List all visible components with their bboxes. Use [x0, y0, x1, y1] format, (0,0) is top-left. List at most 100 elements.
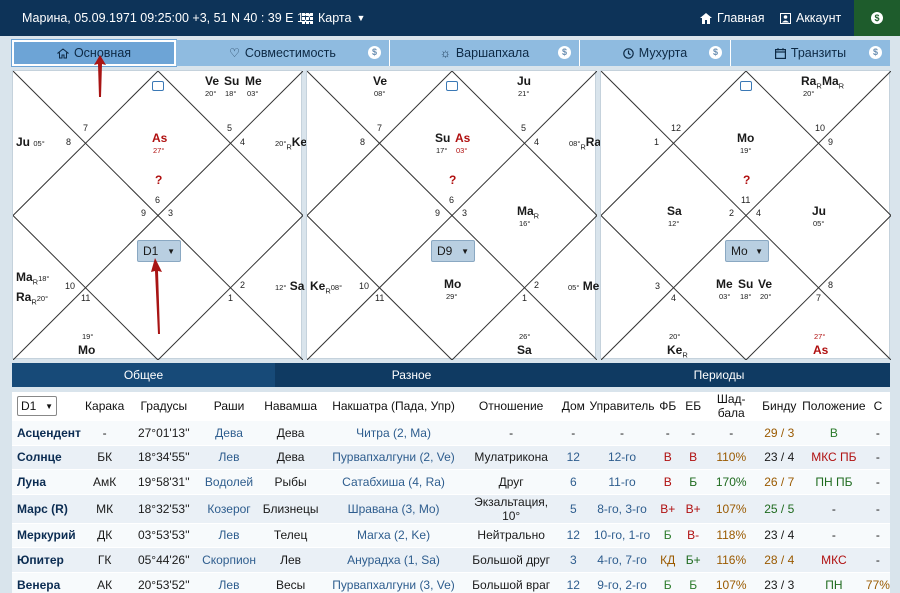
karta-menu[interactable]: Карта ▼	[302, 11, 365, 25]
planet-rahu: 08°RRa	[569, 135, 602, 152]
row-fb: В	[654, 444, 681, 470]
row-house[interactable]: 12	[557, 444, 590, 470]
calendar-icon	[774, 47, 786, 59]
row-degree: 18°32'53''	[128, 493, 200, 523]
planet-saturn: Sa	[667, 204, 682, 218]
table-row[interactable]: Юпитер ГК 05°44'26'' Скорпион Лев Анурад…	[12, 547, 890, 572]
house-number: 3	[655, 281, 661, 291]
row-eb: В	[680, 444, 706, 470]
chart-select-d1[interactable]: D1 ▼	[137, 240, 181, 262]
house-number: 10	[359, 281, 370, 291]
column-header: Карака	[85, 399, 125, 413]
tab-compatibility[interactable]: ♡ Совместимость $	[176, 40, 390, 66]
row-c: -	[865, 420, 890, 445]
chart-moon: RaR 20° MaR Mo 19° ? Sa 12° Ju 05° Me 03…	[600, 70, 891, 360]
row-fb: -	[654, 420, 681, 445]
row-house[interactable]: 5	[557, 493, 590, 523]
row-relation: Друг	[464, 469, 558, 494]
table-row[interactable]: Меркурий ДК 03°53'53'' Лев Телец Магха (…	[12, 522, 890, 548]
row-nakshatra[interactable]: Магха (2, Ke)	[322, 522, 465, 548]
ascendant-degree: 03°	[456, 146, 468, 155]
row-lord[interactable]: 9-го, 2-го	[589, 571, 655, 593]
row-c: -	[865, 469, 890, 494]
planet-venus: Ve	[205, 74, 220, 88]
table-row[interactable]: Асцендент - 27°01'13'' Дева Дева Читра (…	[12, 420, 890, 445]
row-degree: 20°53'52''	[128, 571, 200, 593]
row-shadbala: 170%	[705, 469, 757, 494]
tab-transits[interactable]: Транзиты $	[731, 40, 890, 66]
chevron-down-icon: ▼	[755, 246, 763, 256]
row-rashi[interactable]: Дева	[199, 420, 259, 445]
row-karaka: ГК	[80, 547, 129, 572]
table-row[interactable]: Солнце БК 18°34'55'' Лев Дева Пурвапхалг…	[12, 444, 890, 470]
table-varga-select[interactable]: D1 ▼	[17, 396, 57, 416]
row-nakshatra[interactable]: Пурвапхалгуни (2, Ve)	[322, 444, 465, 470]
tab-general[interactable]: Общее	[12, 363, 275, 387]
row-nakshatra[interactable]: Читра (2, Ma)	[322, 420, 465, 445]
tab-osnovnaya[interactable]: Основная	[11, 39, 177, 67]
row-nakshatra[interactable]: Шравана (3, Mo)	[322, 493, 465, 523]
tab-varshaphala[interactable]: ☼ Варшапхала $	[390, 40, 580, 66]
row-position: ПН ПБ	[801, 469, 866, 494]
row-eb: -	[680, 420, 706, 445]
premium-button[interactable]: $	[854, 0, 900, 36]
ascendant: As	[152, 131, 168, 145]
row-house[interactable]: 12	[557, 571, 590, 593]
row-shadbala: -	[705, 420, 757, 445]
planet-mercury: Me	[716, 277, 733, 291]
row-rashi[interactable]: Скорпион	[199, 547, 259, 572]
row-lord[interactable]: 8-го, 3-го	[589, 493, 655, 523]
table-row[interactable]: Марс (R) МК 18°32'53'' Козерог Близнецы …	[12, 493, 890, 523]
square-icon[interactable]	[152, 81, 164, 91]
row-degree: 03°53'53''	[128, 522, 200, 548]
table-row[interactable]: Луна АмК 19°58'31'' Водолей Рыбы Сатабхи…	[12, 469, 890, 494]
row-nakshatra[interactable]: Сатабхиша (4, Ra)	[322, 469, 465, 494]
planet-moon: Mo	[737, 131, 755, 145]
account-link[interactable]: Аккаунт	[780, 11, 841, 25]
row-navamsha: Телец	[258, 522, 323, 548]
row-planet: Венера	[12, 571, 81, 593]
row-position: МКС	[801, 547, 866, 572]
row-nakshatra[interactable]: Анурадха (1, Sa)	[322, 547, 465, 572]
chart-select-moon[interactable]: Mo ▼	[725, 240, 769, 262]
tab-periods[interactable]: Периоды	[548, 363, 890, 387]
row-planet: Луна	[12, 469, 81, 494]
home-label: Главная	[717, 11, 765, 25]
row-lord[interactable]: 4-го, 7-го	[589, 547, 655, 572]
square-icon[interactable]	[446, 81, 458, 91]
planet-moon-degree: 29°	[446, 292, 458, 301]
row-c: -	[865, 522, 890, 548]
row-house[interactable]: 12	[557, 522, 590, 548]
home-link[interactable]: Главная	[700, 11, 765, 25]
row-rashi[interactable]: Козерог	[199, 493, 259, 523]
house-number: 8	[828, 280, 834, 290]
planet-rahu: RaR20°	[16, 290, 49, 307]
planet-ketu: KeR	[667, 343, 688, 360]
row-house[interactable]: 3	[557, 547, 590, 572]
row-rashi[interactable]: Лев	[199, 522, 259, 548]
planet-sun: Su	[738, 277, 754, 291]
row-lord[interactable]: 10-го, 1-го	[589, 522, 655, 548]
planet-rahu-degree: 20°	[803, 89, 815, 98]
square-icon[interactable]	[740, 81, 752, 91]
planet-sun-degree: 18°	[225, 89, 237, 98]
column-header: Шад-бала	[716, 392, 746, 420]
row-lord[interactable]: 12-го	[589, 444, 655, 470]
house-number: 5	[227, 123, 233, 133]
row-house[interactable]: 6	[557, 469, 590, 494]
planet-jupiter-degree: 21°	[518, 89, 530, 98]
dollar-icon: $	[869, 46, 882, 59]
row-rashi[interactable]: Водолей	[199, 469, 259, 494]
row-rashi[interactable]: Лев	[199, 571, 259, 593]
main-tabs: Основная ♡ Совместимость $ ☼ Варшапхала …	[11, 39, 890, 67]
tab-muhurta[interactable]: Мухурта $	[580, 40, 731, 66]
row-lord[interactable]: 11-го	[589, 469, 655, 494]
chart-select-d9[interactable]: D9 ▼	[431, 240, 475, 262]
table-row[interactable]: Венера АК 20°53'52'' Лев Весы Пурвапхалг…	[12, 571, 890, 593]
row-nakshatra[interactable]: Пурвапхалгуни (3, Ve)	[322, 571, 465, 593]
row-fb: Б	[654, 571, 681, 593]
row-rashi[interactable]: Лев	[199, 444, 259, 470]
chart-grid	[601, 71, 891, 360]
tab-misc[interactable]: Разное	[275, 363, 548, 387]
house-number: 1	[654, 137, 660, 147]
